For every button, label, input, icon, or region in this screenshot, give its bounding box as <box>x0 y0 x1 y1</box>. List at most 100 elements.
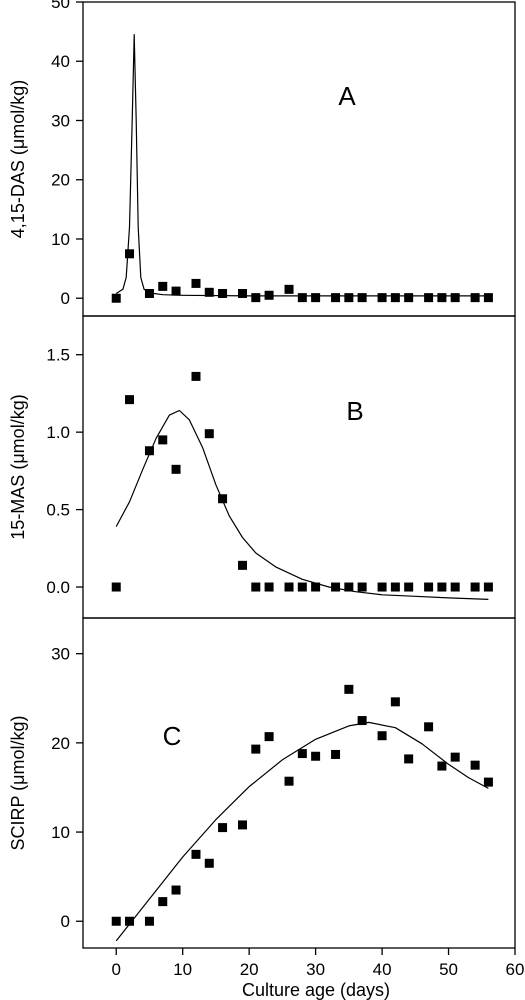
panel-a-y-tick-label: 30 <box>51 111 70 130</box>
panel-b-data-point <box>437 582 447 592</box>
panel-a-data-point <box>311 293 321 303</box>
panel-b-data-point <box>284 582 294 592</box>
panel-c-data-point <box>331 749 341 759</box>
panel-a-data-point <box>204 287 214 297</box>
panel-b-data-point <box>404 582 414 592</box>
panel-a-y-tick-label: 50 <box>51 0 70 12</box>
panel-a-data-point <box>191 278 201 288</box>
panel-a-y-tick-label: 40 <box>51 52 70 71</box>
panel-b-data-point <box>450 582 460 592</box>
panel-a-data-point <box>264 290 274 300</box>
panel-c-data-point <box>171 885 181 895</box>
panel-b: 0.0 0.5 1.0 1.5 15-MAS (μmol/kg) B <box>8 315 516 619</box>
panel-a-data-point <box>284 284 294 294</box>
panel-a-data-point <box>238 288 248 298</box>
panel-b-data-point <box>483 582 493 592</box>
panel-b-data-point <box>344 582 354 592</box>
panel-c-data-point <box>144 916 154 926</box>
panel-c-data-point <box>437 761 447 771</box>
x-tick-label: 0 <box>111 960 120 979</box>
panel-a-data-point <box>331 293 341 303</box>
panel-b-data-point <box>171 464 181 474</box>
panel-c-data-point <box>311 751 321 761</box>
panel-a-data-point <box>344 293 354 303</box>
panel-c-data-point <box>158 897 168 907</box>
panel-c-data-point <box>483 777 493 787</box>
panel-c-data-point <box>297 749 307 759</box>
panel-a-data-point <box>171 286 181 296</box>
panel-b-y-tick-label: 1.0 <box>46 423 70 442</box>
panel-b-data-point <box>251 582 261 592</box>
panel-a-y-tick-label: 20 <box>51 171 70 190</box>
panel-a: 0 10 20 30 40 50 4,15-DAS (μmol/kg) A <box>8 0 516 317</box>
panel-c-data-point <box>238 820 248 830</box>
panel-c-data-point <box>284 776 294 786</box>
x-tick-label: 50 <box>439 960 458 979</box>
panel-a-data-point <box>404 293 414 303</box>
panel-c-data-point <box>251 744 261 754</box>
panel-b-data-point <box>357 582 367 592</box>
panel-a-data-point <box>450 293 460 303</box>
x-tick-label: 30 <box>306 960 325 979</box>
panel-c-data-point <box>218 823 228 833</box>
panel-c-data-point <box>377 731 387 741</box>
panel-a-data-point <box>483 293 493 303</box>
panel-a-letter: A <box>338 81 356 111</box>
panel-c-data-point <box>344 684 354 694</box>
panel-b-y-tick-label: 0.0 <box>46 578 70 597</box>
panel-a-data-point <box>297 293 307 303</box>
panel-b-y-axis-title: 15-MAS (μmol/kg) <box>8 394 28 539</box>
panel-b-data-point <box>311 582 321 592</box>
panel-b-data-point <box>191 371 201 381</box>
panel-c: 0 10 20 30 0 10 20 30 40 50 60 SCIRP (μmol/kg) C <box>8 617 525 979</box>
x-tick-label: 60 <box>506 960 525 979</box>
panel-a-y-axis-title: 4,15-DAS (μmol/kg) <box>8 80 28 238</box>
panel-b-data-point <box>297 582 307 592</box>
panel-b-data-point <box>264 582 274 592</box>
panel-c-data-point <box>450 752 460 762</box>
x-tick-label: 40 <box>373 960 392 979</box>
panel-b-data-point <box>158 435 168 445</box>
panel-c-data-point <box>470 760 480 770</box>
panel-b-frame <box>82 315 516 619</box>
panel-a-data-point <box>251 293 261 303</box>
panel-b-data-point <box>424 582 434 592</box>
panel-a-data-point <box>357 293 367 303</box>
panel-a-y-tick-label: 10 <box>51 230 70 249</box>
panel-a-data-point <box>377 293 387 303</box>
x-tick-label: 20 <box>240 960 259 979</box>
panel-c-frame <box>82 617 516 949</box>
x-axis-title: Culture age (days) <box>242 980 390 1000</box>
panel-a-data-point <box>111 293 121 303</box>
panel-c-data-point <box>404 754 414 764</box>
panel-a-data-point <box>437 293 447 303</box>
panel-a-data-point <box>125 249 135 259</box>
panel-b-y-tick-label: 0.5 <box>46 501 70 520</box>
x-tick-label: 10 <box>173 960 192 979</box>
panel-c-data-point <box>111 916 121 926</box>
panel-c-y-tick-label: 10 <box>51 823 70 842</box>
panel-b-data-point <box>390 582 400 592</box>
panel-a-data-point <box>158 281 168 291</box>
panel-c-data-point <box>125 916 135 926</box>
panel-c-data-point <box>264 732 274 742</box>
panel-c-letter: C <box>163 721 182 751</box>
panel-b-data-point <box>144 446 154 456</box>
panel-c-y-tick-label: 30 <box>51 645 70 664</box>
panel-c-fit-curve <box>115 721 489 942</box>
panel-b-letter: B <box>346 396 363 426</box>
panel-b-data-point <box>125 395 135 405</box>
panel-c-data-point <box>390 697 400 707</box>
panel-b-data-point <box>111 582 121 592</box>
panel-b-data-point <box>238 560 248 570</box>
panel-a-data-point <box>390 293 400 303</box>
panel-a-fit-curve <box>115 33 489 297</box>
panel-b-data-point <box>204 429 214 439</box>
panel-b-data-point <box>470 582 480 592</box>
panel-c-y-tick-label: 0 <box>61 912 70 931</box>
panel-b-fit-curve <box>115 409 489 600</box>
panel-c-data-point <box>424 722 434 732</box>
panel-b-data-point <box>377 582 387 592</box>
panel-c-y-axis-title: SCIRP (μmol/kg) <box>8 715 28 850</box>
